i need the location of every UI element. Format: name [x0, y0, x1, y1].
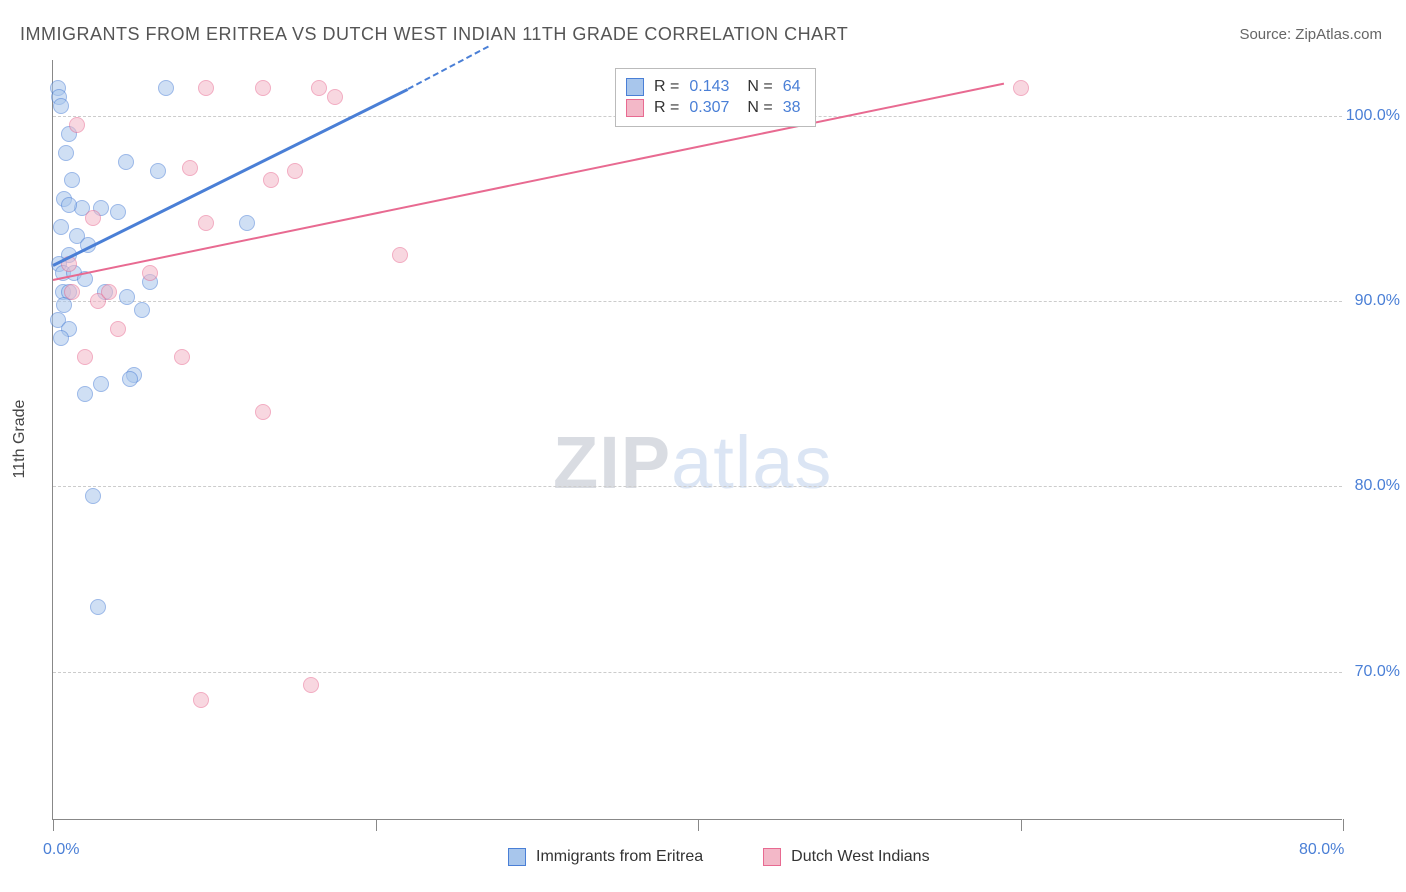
- y-axis-label: 11th Grade: [11, 400, 29, 479]
- stat-r-value: 0.143: [689, 78, 729, 96]
- scatter-point: [85, 488, 101, 504]
- scatter-point: [53, 330, 69, 346]
- stat-r-value: 0.307: [689, 99, 729, 117]
- scatter-point: [90, 599, 106, 615]
- gridline: [53, 486, 1342, 487]
- stat-n-value: 38: [783, 99, 801, 117]
- xtick-label: 80.0%: [1299, 841, 1344, 859]
- scatter-point: [119, 289, 135, 305]
- xtick: [376, 819, 377, 831]
- scatter-point: [158, 80, 174, 96]
- scatter-point: [142, 265, 158, 281]
- scatter-point: [239, 215, 255, 231]
- scatter-point: [287, 163, 303, 179]
- stat-row: R = 0.143 N = 64: [626, 78, 801, 96]
- stat-n-value: 64: [783, 78, 801, 96]
- stat-legend-box: R = 0.143 N = 64 R = 0.307 N = 38: [615, 68, 816, 127]
- scatter-point: [93, 376, 109, 392]
- swatch-icon: [763, 848, 781, 866]
- stat-label: N =: [747, 99, 772, 117]
- scatter-point: [303, 677, 319, 693]
- xtick-label: 0.0%: [43, 841, 79, 859]
- stat-label: R =: [654, 99, 679, 117]
- xtick: [1343, 819, 1344, 831]
- scatter-point: [255, 404, 271, 420]
- scatter-point: [58, 145, 74, 161]
- scatter-point: [61, 197, 77, 213]
- stat-row: R = 0.307 N = 38: [626, 99, 801, 117]
- chart-title: IMMIGRANTS FROM ERITREA VS DUTCH WEST IN…: [20, 24, 848, 45]
- legend-label: Immigrants from Eritrea: [536, 848, 703, 866]
- scatter-point: [110, 204, 126, 220]
- swatch-icon: [508, 848, 526, 866]
- scatter-point: [85, 210, 101, 226]
- scatter-point: [1013, 80, 1029, 96]
- scatter-point: [53, 219, 69, 235]
- trend-line: [407, 45, 489, 89]
- watermark-atlas: atlas: [671, 421, 832, 504]
- gridline: [53, 301, 1342, 302]
- scatter-point: [150, 163, 166, 179]
- scatter-point: [101, 284, 117, 300]
- scatter-point: [311, 80, 327, 96]
- scatter-point: [392, 247, 408, 263]
- swatch-icon: [626, 78, 644, 96]
- ytick-label: 80.0%: [1355, 477, 1400, 495]
- xtick: [698, 819, 699, 831]
- bottom-legend: Immigrants from Eritrea Dutch West Indian…: [508, 848, 930, 866]
- gridline: [53, 672, 1342, 673]
- scatter-point: [118, 154, 134, 170]
- stat-label: N =: [747, 78, 772, 96]
- scatter-point: [69, 117, 85, 133]
- scatter-point: [193, 692, 209, 708]
- scatter-point: [110, 321, 126, 337]
- scatter-point: [255, 80, 271, 96]
- scatter-point: [77, 349, 93, 365]
- watermark: ZIPatlas: [553, 420, 832, 505]
- scatter-point: [134, 302, 150, 318]
- plot-area: ZIPatlas 70.0%80.0%90.0%100.0%0.0%80.0%: [52, 60, 1342, 820]
- scatter-point: [53, 98, 69, 114]
- scatter-point: [64, 284, 80, 300]
- trend-line: [53, 82, 1005, 280]
- xtick: [53, 819, 54, 831]
- scatter-point: [64, 172, 80, 188]
- scatter-point: [327, 89, 343, 105]
- scatter-point: [263, 172, 279, 188]
- legend-item: Immigrants from Eritrea: [508, 848, 703, 866]
- source-label: Source: ZipAtlas.com: [1239, 26, 1382, 43]
- scatter-point: [122, 371, 138, 387]
- scatter-point: [174, 349, 190, 365]
- ytick-label: 70.0%: [1355, 663, 1400, 681]
- xtick: [1021, 819, 1022, 831]
- scatter-point: [198, 215, 214, 231]
- legend-item: Dutch West Indians: [763, 848, 929, 866]
- scatter-point: [77, 386, 93, 402]
- ytick-label: 100.0%: [1346, 107, 1400, 125]
- stat-label: R =: [654, 78, 679, 96]
- ytick-label: 90.0%: [1355, 292, 1400, 310]
- scatter-point: [198, 80, 214, 96]
- watermark-zip: ZIP: [553, 421, 671, 504]
- scatter-point: [182, 160, 198, 176]
- legend-label: Dutch West Indians: [791, 848, 929, 866]
- swatch-icon: [626, 99, 644, 117]
